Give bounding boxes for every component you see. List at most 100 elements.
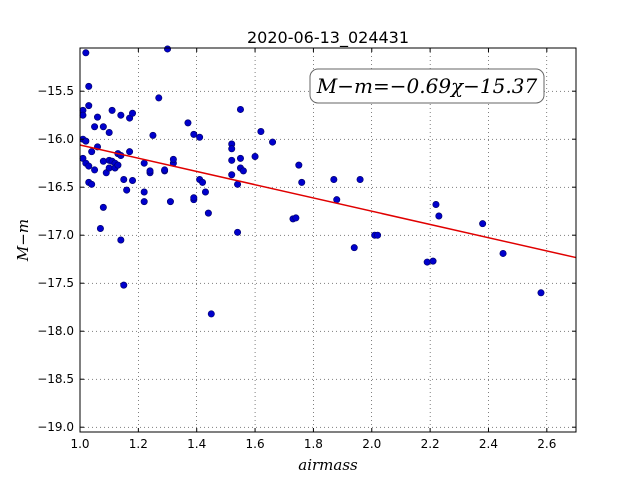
fit-annotation: M−m=−0.69χ−15.37 [309, 68, 545, 104]
data-point [207, 310, 215, 318]
data-point [120, 176, 128, 184]
annotation-box [309, 68, 545, 104]
data-point [190, 194, 198, 202]
x-tick-label: 2.2 [421, 437, 440, 451]
data-point [166, 198, 174, 206]
data-point [432, 200, 440, 208]
y-tick-label: −17.5 [37, 276, 74, 290]
data-point [129, 109, 137, 117]
data-point [85, 162, 93, 170]
y-tick-label: −19.0 [37, 420, 74, 434]
data-point [85, 102, 93, 110]
data-point [129, 176, 137, 184]
x-tick-label: 2.6 [537, 437, 556, 451]
y-tick-label: −16.5 [37, 180, 74, 194]
data-point [228, 156, 236, 164]
y-tick-label: −16.0 [37, 132, 74, 146]
data-point [88, 180, 96, 188]
data-point [85, 82, 93, 90]
data-point [330, 176, 338, 184]
y-tick-label: −18.5 [37, 372, 74, 386]
data-point [99, 123, 107, 131]
data-point [88, 148, 96, 156]
data-point [257, 128, 265, 136]
data-point [204, 209, 212, 217]
fit-line [79, 144, 577, 259]
data-point [91, 166, 99, 174]
data-point [82, 137, 90, 145]
data-point [295, 161, 303, 169]
data-point [537, 289, 545, 297]
data-point [239, 167, 247, 175]
data-point [499, 249, 507, 257]
data-points [79, 45, 545, 318]
axis-ticks: 1.0 1.2 1.4 1.6 1.8 2.0 2.2 2.4 2.6 −15.5 −16.0 −16… [37, 48, 576, 451]
data-point [105, 164, 113, 172]
data-point [356, 176, 364, 184]
data-point [350, 244, 358, 252]
data-point [164, 45, 172, 53]
data-point [155, 94, 163, 102]
y-axis-label: M−m [14, 219, 32, 262]
data-point [91, 123, 99, 131]
data-point [79, 111, 87, 119]
data-point [479, 220, 487, 228]
data-point [108, 106, 116, 114]
data-point [292, 214, 300, 222]
chart-title: 2020-06-13_024431 [247, 28, 409, 48]
data-point [82, 49, 90, 57]
data-point [123, 186, 131, 194]
data-point [140, 188, 148, 196]
data-point [99, 157, 107, 165]
data-point [140, 198, 148, 206]
data-point [199, 178, 207, 186]
data-point [169, 155, 177, 163]
data-point [94, 113, 102, 121]
x-tick-label: 1.8 [304, 437, 323, 451]
data-point [236, 105, 244, 113]
x-tick-label: 1.2 [129, 437, 148, 451]
x-tick-label: 1.6 [246, 437, 265, 451]
x-tick-label: 2.4 [479, 437, 498, 451]
data-point [234, 228, 242, 236]
data-point [149, 131, 157, 139]
data-point [251, 152, 259, 160]
grid-lines [79, 48, 576, 432]
data-point [201, 188, 209, 196]
data-point [228, 145, 236, 153]
plot-frame [79, 47, 577, 433]
data-point [161, 166, 169, 174]
x-tick-label: 1.0 [70, 437, 89, 451]
data-point [236, 154, 244, 162]
data-point [228, 171, 236, 179]
data-point [435, 212, 443, 220]
data-point [114, 161, 122, 169]
data-point [140, 159, 148, 167]
data-point [269, 138, 277, 146]
x-tick-label: 2.0 [362, 437, 381, 451]
data-point [234, 180, 242, 188]
data-point [184, 119, 192, 127]
x-tick-label: 1.4 [187, 437, 206, 451]
data-point [126, 148, 134, 156]
data-point [117, 111, 125, 119]
data-point [423, 258, 431, 266]
data-point [96, 224, 104, 232]
data-point [429, 257, 437, 265]
y-tick-label: −18.0 [37, 324, 74, 338]
annotation-text: M−m=−0.69χ−15.37 [316, 74, 538, 98]
data-point [117, 236, 125, 244]
data-point [190, 130, 198, 138]
y-tick-label: −17.0 [37, 228, 74, 242]
x-axis-label: airmass [298, 456, 358, 474]
data-point [333, 196, 341, 204]
data-point [374, 231, 382, 239]
data-point [105, 128, 113, 136]
data-point [99, 203, 107, 211]
data-point [120, 281, 128, 289]
y-tick-label: −15.5 [37, 84, 74, 98]
data-point [196, 133, 204, 141]
data-point [146, 167, 154, 175]
data-point [298, 178, 306, 186]
